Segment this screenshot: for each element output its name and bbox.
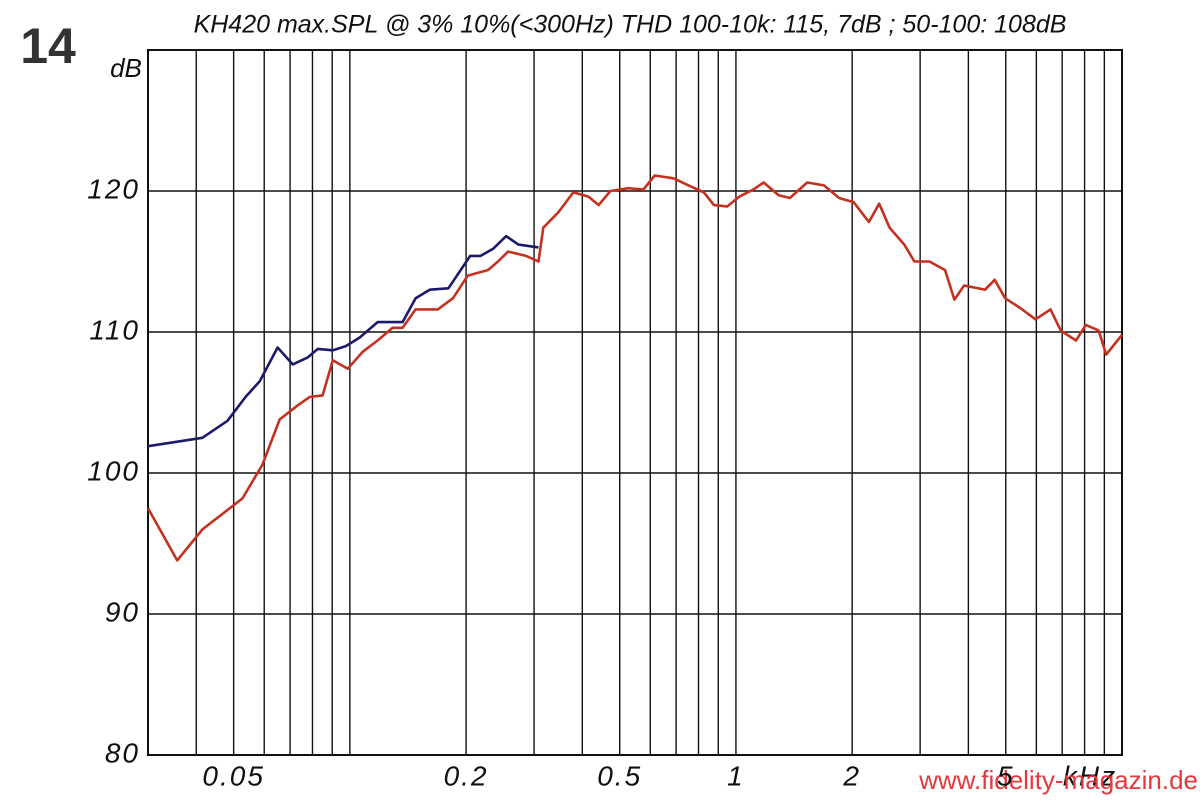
plot-frame: [147, 49, 1123, 756]
data-line: [146, 174, 1124, 562]
x-tick-label: 0.2: [444, 760, 489, 791]
x-tick-label: 0.5: [597, 760, 642, 791]
watermark: www.fidelity-magazin.de: [918, 765, 1198, 795]
y-axis-label: dB: [110, 53, 142, 83]
y-tick-label: 80: [105, 737, 140, 768]
x-axis-label: kHz: [1063, 760, 1117, 791]
x-tick-label: 1: [727, 760, 745, 791]
data-line: [147, 234, 539, 448]
x-tick-label: 0.05: [202, 760, 265, 791]
y-tick-label: 120: [87, 173, 140, 204]
x-tick-label: 5: [997, 760, 1015, 791]
figure-label: 14: [20, 18, 76, 74]
y-tick-label: 100: [87, 455, 140, 486]
chart-title: KH420 max.SPL @ 3% 10%(<300Hz) THD 100-1…: [194, 11, 1067, 39]
y-tick-label: 110: [89, 314, 140, 345]
x-tick-label: 2: [842, 760, 861, 791]
y-tick-label: 90: [105, 596, 140, 627]
